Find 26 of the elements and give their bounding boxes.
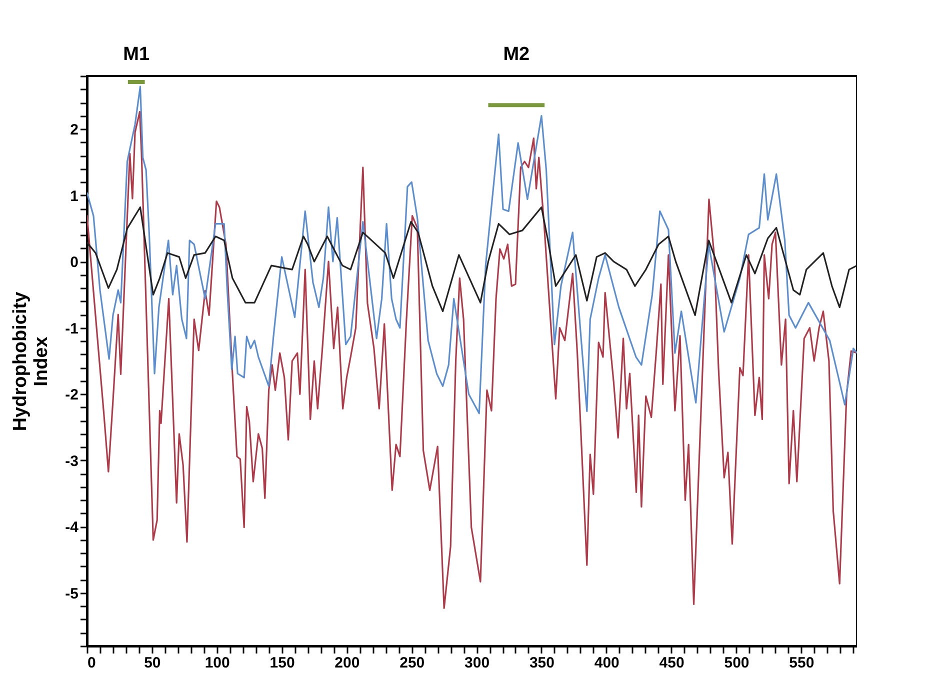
y-tick-label: -3 xyxy=(65,452,78,470)
x-tick-label: 250 xyxy=(400,654,425,672)
x-tick-label: 300 xyxy=(464,654,490,672)
text: M2 xyxy=(503,44,530,65)
y-axis-title: Hydrophobicity Index xyxy=(10,291,52,432)
y-tick-label: 1 xyxy=(70,188,78,205)
y-tick-label: 0 xyxy=(70,254,78,272)
series-label: M1 xyxy=(123,44,150,65)
x-tick-label: 400 xyxy=(594,654,620,672)
y-tick-label: -2 xyxy=(65,386,78,404)
y-tick-label: -5 xyxy=(65,585,78,602)
line-series xyxy=(87,206,857,316)
x-tick-label: 500 xyxy=(724,654,750,672)
x-tick-label: 0 xyxy=(88,654,96,672)
y-tick-label: 2 xyxy=(70,122,78,139)
x-tick-label: 50 xyxy=(144,654,161,672)
x-tick-label: 200 xyxy=(334,654,360,672)
x-tick-label: 150 xyxy=(270,654,295,672)
x-tick-label: 450 xyxy=(659,654,684,672)
line-series xyxy=(87,110,857,610)
x-tick-label: 550 xyxy=(789,654,814,672)
y-tick-label: -1 xyxy=(65,320,78,338)
x-tick-label: 100 xyxy=(204,654,230,672)
line-series xyxy=(87,86,857,414)
y-tick-label: -4 xyxy=(65,519,80,536)
x-tick-label: 350 xyxy=(529,654,554,672)
